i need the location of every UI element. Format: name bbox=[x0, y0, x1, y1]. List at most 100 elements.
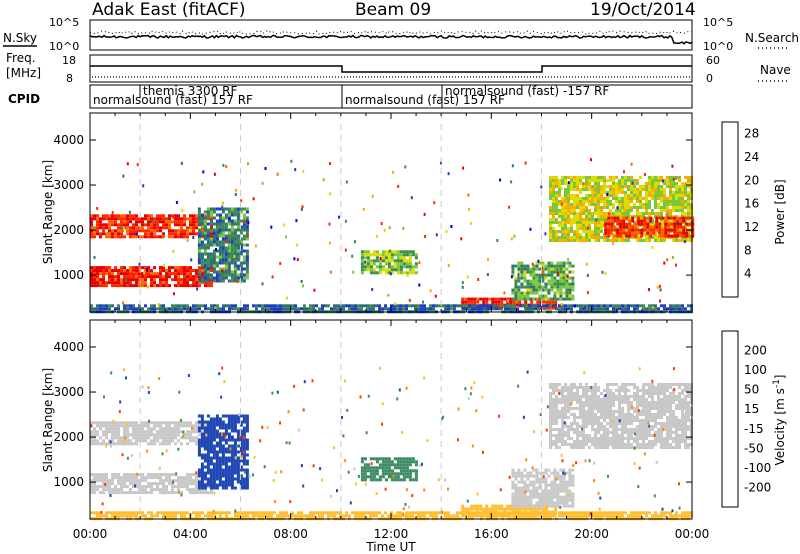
echo-cell bbox=[189, 214, 192, 218]
echo-cell bbox=[547, 267, 551, 271]
echo-cell bbox=[561, 401, 564, 404]
echo-region bbox=[197, 207, 249, 283]
scatter-echo-cell bbox=[631, 181, 634, 185]
echo-cell bbox=[227, 444, 231, 448]
echo-cell bbox=[218, 267, 222, 271]
echo-cell bbox=[561, 230, 564, 233]
echo-cell bbox=[393, 268, 397, 272]
echo-cell bbox=[606, 440, 609, 443]
echo-cell bbox=[372, 307, 375, 311]
echo-cell bbox=[564, 233, 567, 236]
echo-cell bbox=[384, 469, 388, 473]
echo-cell bbox=[564, 224, 567, 227]
echo-cell bbox=[236, 480, 240, 484]
echo-cell bbox=[381, 259, 385, 263]
echo-cell bbox=[93, 281, 96, 285]
echo-cell bbox=[544, 492, 548, 496]
echo-cell bbox=[679, 225, 683, 229]
echo-cell bbox=[414, 463, 418, 467]
echo-cell bbox=[245, 252, 249, 256]
echo-cell bbox=[224, 459, 228, 463]
echo-cell bbox=[363, 253, 367, 257]
echo-cell bbox=[230, 273, 234, 277]
echo-cell bbox=[500, 306, 504, 310]
echo-cell bbox=[687, 197, 690, 200]
echo-cell bbox=[538, 486, 542, 490]
scatter-echo-cell bbox=[283, 223, 286, 227]
scatter-echo-cell bbox=[510, 180, 513, 184]
echo-cell bbox=[168, 307, 171, 311]
echo-cell bbox=[624, 392, 627, 395]
echo-cell bbox=[604, 222, 608, 226]
echo-cell bbox=[558, 410, 561, 413]
echo-cell bbox=[676, 216, 680, 220]
echo-cell bbox=[324, 304, 327, 308]
echo-cell bbox=[120, 485, 123, 489]
echo-cell bbox=[212, 261, 216, 265]
echo-cell bbox=[162, 427, 165, 431]
echo-cell bbox=[227, 456, 231, 460]
scatter-echo-cell bbox=[236, 279, 239, 283]
echo-cell bbox=[576, 182, 579, 185]
echo-cell bbox=[414, 271, 418, 275]
echo-cell bbox=[570, 236, 573, 239]
echo-cell bbox=[102, 491, 105, 495]
echo-cell bbox=[227, 426, 231, 430]
scatter-echo-cell bbox=[328, 222, 331, 226]
scatter-echo-cell bbox=[162, 264, 165, 268]
echo-cell bbox=[90, 473, 93, 477]
echo-cell bbox=[227, 438, 231, 442]
echo-cell bbox=[514, 471, 518, 475]
echo-cell bbox=[215, 276, 219, 280]
echo-cell bbox=[573, 446, 576, 449]
echo-cell bbox=[120, 442, 123, 446]
echo-cell bbox=[654, 182, 657, 185]
echo-cell bbox=[588, 215, 591, 218]
echo-cell bbox=[640, 222, 644, 226]
echo-cell bbox=[675, 307, 678, 311]
echo-cell bbox=[215, 255, 219, 259]
echo-cell bbox=[153, 281, 156, 285]
echo-cell bbox=[645, 200, 648, 203]
echo-cell bbox=[567, 185, 570, 188]
echo-cell bbox=[195, 275, 198, 279]
echo-cell bbox=[120, 278, 123, 282]
echo-cell bbox=[549, 431, 552, 434]
echo-cell bbox=[634, 228, 638, 232]
echo-cell bbox=[171, 266, 174, 270]
echo-cell bbox=[150, 304, 153, 308]
echo-cell bbox=[375, 250, 379, 254]
echo-cell bbox=[231, 307, 234, 311]
echo-cell bbox=[606, 383, 609, 386]
echo-cell bbox=[494, 300, 498, 304]
echo-cell bbox=[207, 485, 210, 489]
echo-cell bbox=[366, 469, 370, 473]
echo-cell bbox=[618, 239, 621, 242]
echo-cell bbox=[90, 217, 93, 221]
scatter-echo-cell bbox=[656, 285, 659, 289]
echo-cell bbox=[192, 232, 195, 236]
echo-cell bbox=[633, 221, 636, 224]
echo-cell bbox=[209, 261, 213, 265]
echo-cell bbox=[666, 221, 669, 224]
echo-cell bbox=[117, 281, 120, 285]
echo-cell bbox=[600, 191, 603, 194]
echo-cell bbox=[168, 439, 171, 443]
echo-cell bbox=[573, 398, 576, 401]
echo-cell bbox=[621, 197, 624, 200]
echo-cell bbox=[177, 476, 180, 480]
echo-cell bbox=[230, 246, 234, 250]
echo-cell bbox=[233, 207, 237, 211]
echo-cell bbox=[576, 446, 579, 449]
echo-cell bbox=[603, 176, 606, 179]
echo-cell bbox=[621, 407, 624, 410]
echo-cell bbox=[467, 507, 471, 511]
echo-cell bbox=[582, 392, 585, 395]
echo-cell bbox=[221, 246, 225, 250]
echo-cell bbox=[597, 218, 600, 221]
echo-cell bbox=[197, 450, 201, 454]
echo-cell bbox=[670, 234, 674, 238]
echo-cell bbox=[603, 307, 606, 311]
echo-cell bbox=[559, 495, 563, 499]
echo-cell bbox=[123, 281, 126, 285]
